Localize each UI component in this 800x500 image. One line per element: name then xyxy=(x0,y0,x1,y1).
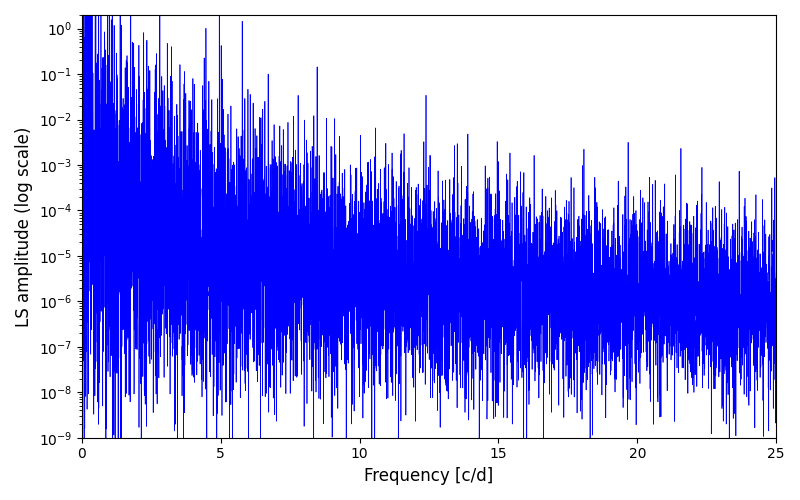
X-axis label: Frequency [c/d]: Frequency [c/d] xyxy=(364,467,494,485)
Y-axis label: LS amplitude (log scale): LS amplitude (log scale) xyxy=(15,126,33,326)
